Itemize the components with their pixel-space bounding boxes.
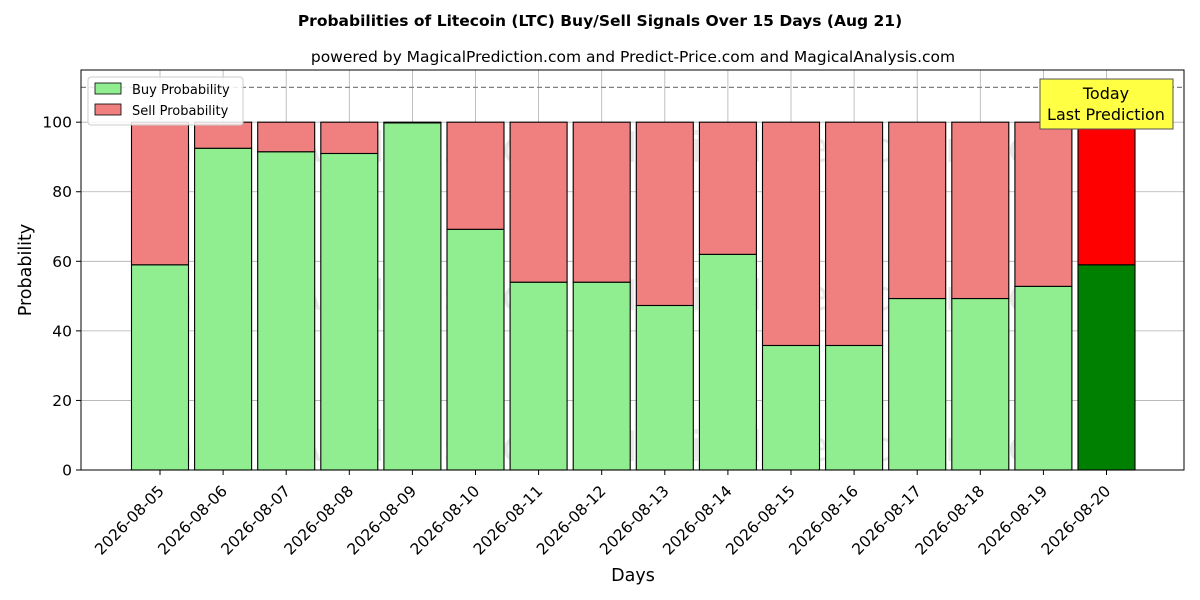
y-tick-label: 0 — [62, 462, 72, 480]
sell-bar — [825, 121, 884, 347]
buy-bar — [257, 151, 316, 471]
y-tick-label: 60 — [52, 253, 72, 271]
today-annotation: Today Last Prediction — [1039, 78, 1174, 130]
sell-bar — [194, 121, 253, 149]
sell-bar — [1077, 121, 1136, 266]
legend-buy-swatch — [94, 82, 122, 95]
buy-bar — [509, 281, 568, 471]
y-tick-label: 20 — [52, 392, 72, 410]
bars — [130, 121, 1136, 471]
annotation-line2: Last Prediction — [1047, 105, 1165, 124]
buy-bar — [1014, 285, 1073, 471]
sell-bar — [257, 121, 316, 153]
buy-bar — [320, 152, 379, 471]
y-axis-label: Probability — [16, 224, 36, 317]
sell-bar — [761, 121, 821, 347]
x-axis-ticks: 2026-08-052026-08-062026-08-072026-08-08… — [91, 470, 1114, 559]
buy-bar — [194, 147, 253, 471]
sell-bar — [1014, 121, 1073, 287]
buy-bar — [383, 122, 442, 471]
sell-bar — [698, 121, 757, 255]
sell-bar — [383, 121, 442, 124]
sell-bar — [635, 121, 694, 307]
sell-bar — [446, 121, 505, 230]
legend-sell-swatch — [94, 103, 122, 116]
sell-bar — [320, 121, 379, 155]
sell-bar — [130, 121, 190, 266]
buy-bar — [635, 304, 694, 471]
sell-bar — [951, 121, 1010, 300]
legend-sell-label: Sell Probability — [132, 104, 229, 119]
buy-bar — [951, 297, 1010, 471]
buy-bar — [130, 264, 190, 471]
buy-bar — [761, 344, 821, 471]
plot-frame — [80, 69, 1185, 471]
legend-buy-label: Buy Probability — [132, 83, 230, 98]
buy-bar — [446, 228, 505, 471]
sell-bar — [509, 121, 568, 283]
x-axis-label: Days — [611, 566, 655, 586]
buy-bar — [888, 297, 947, 471]
legend-frame — [87, 76, 244, 126]
buy-bar — [1077, 264, 1136, 471]
chart-subtitle: powered by MagicalPrediction.com and Pre… — [311, 48, 955, 66]
buy-bar — [572, 281, 631, 471]
annotation-box — [1039, 78, 1174, 130]
y-tick-label: 80 — [52, 183, 72, 201]
y-tick-label: 100 — [42, 114, 72, 132]
y-axis-ticks: 0 20 40 60 80 100 — [42, 114, 81, 480]
sell-bar — [572, 121, 631, 283]
legend: Buy Probability Sell Probability — [87, 76, 244, 126]
annotation-line1: Today — [1082, 84, 1129, 103]
buy-bar — [698, 253, 757, 471]
buy-bar — [825, 344, 884, 471]
y-tick-label: 40 — [52, 322, 72, 340]
sell-bar — [888, 121, 947, 300]
chart-title: Probabilities of Litecoin (LTC) Buy/Sell… — [298, 12, 902, 30]
